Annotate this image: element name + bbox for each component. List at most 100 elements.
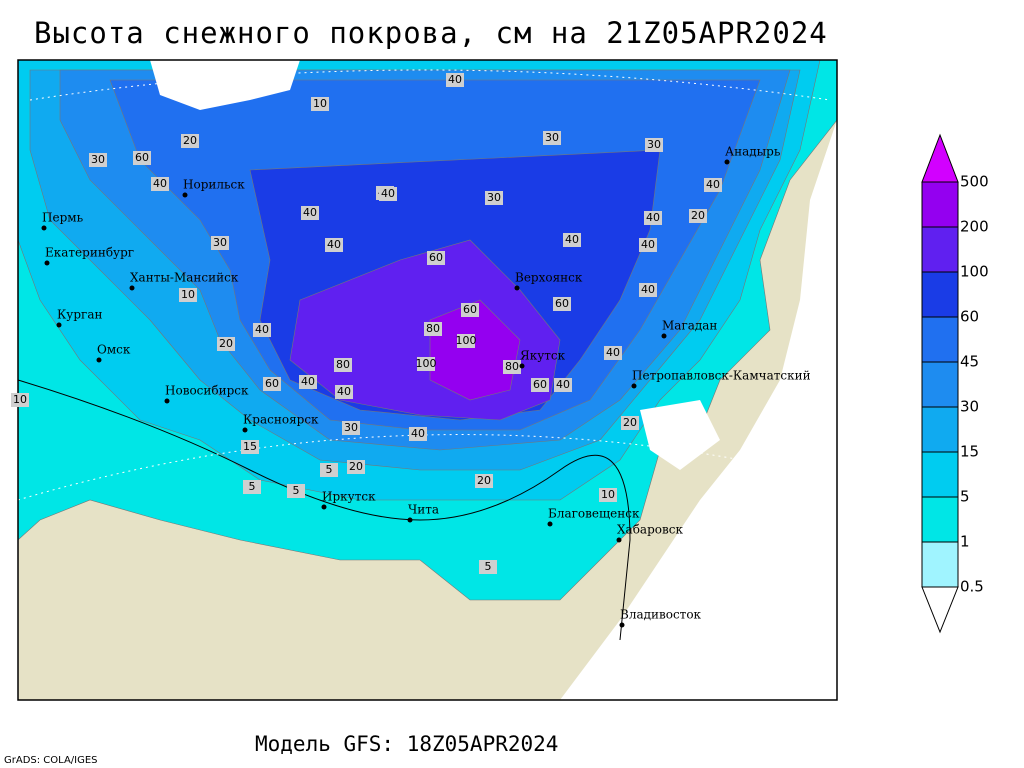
legend-swatch (921, 586, 959, 634)
credit: GrADS: COLA/IGES (4, 755, 98, 766)
legend-label: 60 (960, 308, 979, 326)
contour-label: 5 (293, 484, 300, 497)
contour-label-box (639, 238, 657, 252)
contour-label: 5 (249, 480, 256, 493)
graticule (17, 69, 838, 501)
contour-label-box (639, 283, 657, 297)
city-label: Благовещенск (548, 507, 640, 521)
city-label: Норильск (183, 178, 245, 192)
contour-label: 5 (485, 560, 492, 573)
contour-label: 100 (456, 334, 477, 347)
contour-label: 40 (606, 346, 620, 359)
contour-label: 60 (135, 151, 149, 164)
contour-label-box (287, 484, 305, 498)
city-label: Магадан (662, 319, 717, 333)
legend-label: 1 (960, 533, 970, 551)
contour-label-box (151, 177, 169, 191)
contour-label-box (299, 375, 317, 389)
city-dot (519, 363, 525, 369)
contour-label-box (427, 251, 445, 265)
contour-label: 40 (706, 178, 720, 191)
legend-label: 200 (960, 218, 989, 236)
contour-label-box (335, 385, 353, 399)
contour-label: 40 (448, 73, 462, 86)
contour-label-box (563, 233, 581, 247)
contour-label-box (644, 211, 662, 225)
city-dot (41, 225, 47, 231)
contour-label-box (645, 138, 663, 152)
contour-label: 20 (691, 209, 705, 222)
legend-swatch (921, 133, 959, 183)
contour-label: 40 (411, 427, 425, 440)
legend-swatch (921, 496, 959, 543)
contour-label: 10 (13, 393, 27, 406)
legend-label: 0.5 (960, 578, 984, 596)
contour-label: 80 (426, 322, 440, 335)
city-dot (661, 333, 667, 339)
model-caption: Модель GFS: 18Z05APR2024 (255, 732, 558, 756)
city-dot (44, 260, 50, 266)
city-dot (407, 517, 413, 523)
city-label: Петропавловск-Камчатский (632, 369, 811, 383)
contour-label-box (457, 334, 475, 348)
contour-label-box (446, 73, 464, 87)
city-dot (724, 159, 730, 165)
sea-area (560, 120, 837, 700)
contour-label-box (211, 236, 229, 250)
city-dot (182, 192, 188, 198)
contour-label: 40 (646, 211, 660, 224)
contour-label: 40 (303, 206, 317, 219)
contour-label-box (475, 474, 493, 488)
contour-label: 30 (647, 138, 661, 151)
legend-label: 5 (960, 488, 970, 506)
contour-label: 30 (213, 236, 227, 249)
city-dot (164, 398, 170, 404)
legend-swatch (921, 316, 959, 363)
contour-label-box (503, 360, 521, 374)
city-dot (242, 427, 248, 433)
contour-label-box (604, 346, 622, 360)
contour-label-box (311, 97, 329, 111)
city-label: Владивосток (620, 608, 702, 622)
sea-area (150, 60, 300, 110)
legend-swatch (921, 406, 959, 453)
contour-label: 40 (301, 375, 315, 388)
city-label: Хабаровск (617, 523, 683, 537)
city-dot (56, 322, 62, 328)
contour-label: 20 (349, 460, 363, 473)
contour-label-box (217, 337, 235, 351)
contour-label-box (334, 358, 352, 372)
contour-label-box (621, 416, 639, 430)
legend-swatch (921, 226, 959, 273)
contour-label-box (347, 460, 365, 474)
contour-label: 80 (505, 360, 519, 373)
map: 40 10 20 30 40 60 40 40 30 40 40 60 40 30 40 40 60 80 100 6… (11, 59, 838, 701)
contour-label: 30 (344, 421, 358, 434)
contour-label-box (243, 480, 261, 494)
snow-area (429, 299, 521, 401)
contour-label: 20 (183, 134, 197, 147)
city-label: Чита (408, 503, 439, 517)
contour-label-box (424, 322, 442, 336)
contour-label: 40 (641, 238, 655, 251)
contour-label: 30 (487, 191, 501, 204)
city-label: Якутск (520, 349, 566, 363)
contour-label: 80 (336, 358, 350, 371)
contour-label: 60 (463, 303, 477, 316)
contour-label: 60 (265, 377, 279, 390)
contour-label: 40 (337, 385, 351, 398)
contour-label: 5 (326, 463, 333, 476)
contour-label: 10 (181, 288, 195, 301)
contour-label-box (531, 378, 549, 392)
contour-label-box (179, 288, 197, 302)
contour-label-box (301, 206, 319, 220)
contour-label: 20 (623, 416, 637, 429)
contour-label-box (181, 134, 199, 148)
city-label: Анадырь (725, 145, 781, 159)
contour-label-box (485, 191, 503, 205)
border-line (17, 379, 631, 641)
contour-label: 40 (565, 233, 579, 246)
city-label: Омск (97, 343, 131, 357)
contour-label-box (342, 421, 360, 435)
